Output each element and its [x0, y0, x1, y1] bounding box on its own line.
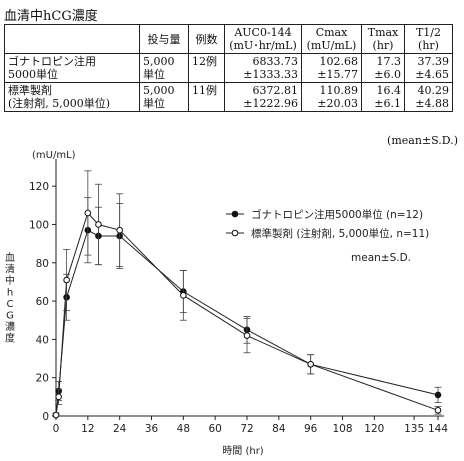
- data-point: [116, 226, 123, 234]
- x-tick-label: 24: [113, 423, 127, 435]
- cell-auc: 6833.73 ±1333.33: [224, 53, 302, 83]
- header-cell-tmax: Tmax (hr): [361, 24, 405, 54]
- x-tick-label: 84: [272, 423, 286, 435]
- x-axis-ticks: 0 12 24 36 48 60 72 84 96 108 120 135 144: [53, 416, 448, 435]
- cell-t-half: 40.29 ±4.88: [404, 82, 453, 112]
- y-tick-label: 80: [36, 258, 49, 270]
- legend-label: ゴナトロピン注用5000単位 (n=12): [251, 208, 423, 221]
- y-axis-label-char: 清: [5, 263, 15, 276]
- cell-cmax: 102.68 ±15.77: [301, 53, 362, 83]
- data-point: [84, 209, 92, 217]
- cell-auc: 6372.81 ±1222.96: [224, 82, 302, 112]
- cell-tmax: 17.3 ±6.0: [361, 53, 405, 83]
- legend-marker: [231, 210, 239, 218]
- x-tick-label: 36: [145, 423, 159, 435]
- table-title: 血清中hCG濃度: [4, 9, 98, 24]
- x-tick-label: 48: [177, 423, 190, 435]
- x-tick-label: 72: [240, 423, 253, 435]
- x-tick-label: 0: [53, 423, 60, 435]
- y-axis-label-char: 血: [5, 251, 15, 264]
- cell-tmax: 16.4 ±6.1: [361, 82, 405, 112]
- data-point: [55, 393, 62, 401]
- y-axis-unit: (mU/mL): [32, 150, 76, 161]
- y-axis-label-char: 度: [5, 332, 15, 345]
- axes: [55, 159, 444, 417]
- cell-dose: 5,000 単位: [139, 82, 189, 112]
- y-axis-ticks: 0 20 40 60 80 100 120: [29, 181, 56, 423]
- y-axis-label-char: 濃: [5, 320, 15, 333]
- x-tick-label: 135: [404, 423, 424, 435]
- data-point: [434, 391, 442, 399]
- y-tick-label: 100: [29, 219, 49, 231]
- data-point: [434, 406, 442, 414]
- series-2: [52, 170, 442, 419]
- x-tick-label: 108: [332, 423, 352, 435]
- y-tick-label: 20: [36, 373, 49, 385]
- y-axis-label-char: 中: [5, 274, 15, 287]
- y-axis-label-char: C: [7, 299, 14, 310]
- data-point: [243, 332, 251, 339]
- data-point: [63, 276, 70, 284]
- cell-cmax: 110.89 ±20.03: [301, 82, 362, 112]
- table-footnote: (mean±S.D.): [387, 134, 458, 147]
- x-tick-label: 120: [364, 423, 384, 435]
- header-cell-blank: [4, 24, 140, 54]
- x-tick-label: 96: [304, 423, 318, 435]
- legend-marker: [231, 229, 239, 237]
- cell-t-half: 37.39 ±4.65: [404, 53, 453, 83]
- y-axis-label-char: G: [6, 311, 14, 322]
- data-point: [52, 411, 60, 419]
- cell-product: ゴナトロピン注用 5000単位: [4, 53, 140, 83]
- y-axis-label-char: h: [7, 288, 13, 299]
- mean-sd-note: mean±S.D.: [351, 252, 411, 264]
- x-tick-label: 60: [208, 423, 221, 435]
- cell-product: 標準製剤 (注射剤, 5,000単位): [4, 82, 140, 112]
- cell-dose: 5,000 単位: [139, 53, 189, 83]
- table-row: 標準製剤 (注射剤, 5,000単位) 5,000 単位 11例 6372.81…: [4, 82, 453, 112]
- data-point: [307, 360, 314, 368]
- table-header-row: 投与量 例数 AUC0-144 (mU･hr/mL) Cmax (mU/mL) …: [4, 24, 453, 54]
- header-cell-t-half: T1/2 (hr): [404, 24, 453, 54]
- y-tick-label: 60: [36, 296, 49, 308]
- y-axis-label: 血清中hCG濃度: [5, 251, 15, 345]
- header-cell-auc: AUC0-144 (mU･hr/mL): [224, 24, 302, 54]
- cell-n: 11例: [188, 82, 225, 112]
- header-cell-cmax: Cmax (mU/mL): [301, 24, 362, 54]
- series-line: [55, 212, 439, 416]
- cell-n: 12例: [188, 53, 225, 83]
- x-tick-label: 144: [428, 423, 448, 435]
- y-tick-label: 40: [36, 334, 49, 346]
- x-tick-label: 12: [81, 423, 94, 435]
- table-row: ゴナトロピン注用 5000単位 5,000 単位 12例 6833.73 ±13…: [4, 53, 453, 83]
- y-tick-label: 120: [29, 181, 49, 193]
- legend-label: 標準製剤 (注射剤, 5,000単位, n=11): [251, 227, 429, 240]
- series-group: [52, 170, 442, 419]
- header-cell-n: 例数: [188, 24, 225, 54]
- concentration-chart: (mU/mL) 血清中hCG濃度 0 20 40 60 80 100 120 0 12 24 36…: [5, 150, 448, 457]
- x-axis-label: 時間 (hr): [222, 445, 264, 457]
- pk-table: 投与量 例数 AUC0-144 (mU･hr/mL) Cmax (mU/mL) …: [4, 24, 453, 112]
- data-point: [95, 221, 102, 228]
- data-point: [180, 292, 187, 299]
- header-cell-dose: 投与量: [139, 24, 189, 54]
- legend: ゴナトロピン注用5000単位 (n=12) 標準製剤 (注射剤, 5,000単位,…: [226, 208, 429, 240]
- y-tick-label: 0: [42, 411, 49, 423]
